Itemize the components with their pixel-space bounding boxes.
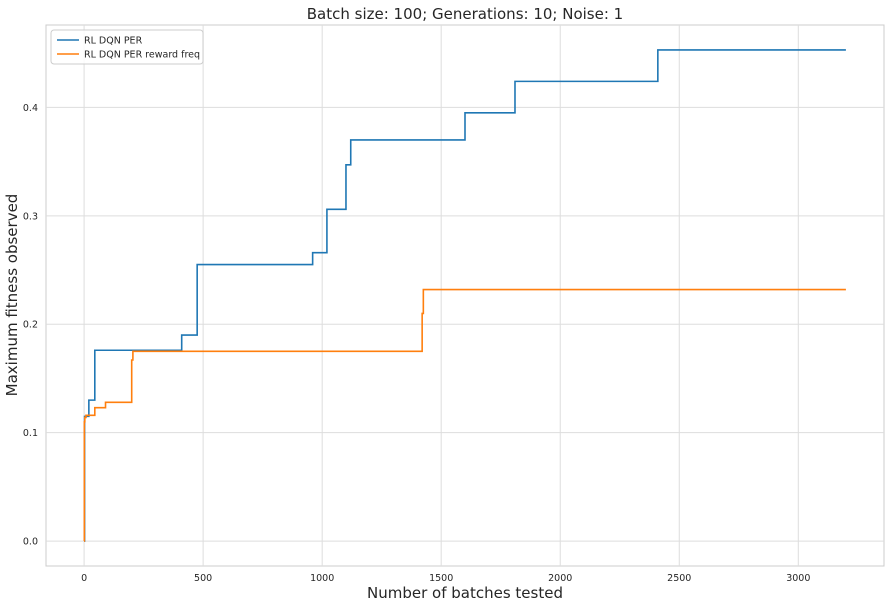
y-tick-label: 0.3 xyxy=(23,211,38,222)
x-axis-title: Number of batches tested xyxy=(367,584,563,602)
x-tick-label: 0 xyxy=(81,573,87,584)
y-tick-label: 0.1 xyxy=(23,428,38,439)
x-tick-label: 2000 xyxy=(548,573,572,584)
x-tick-label: 3000 xyxy=(786,573,810,584)
x-tick-label: 500 xyxy=(194,573,212,584)
y-tick-label: 0.4 xyxy=(23,103,38,114)
chart-title: Batch size: 100; Generations: 10; Noise:… xyxy=(307,5,623,23)
series-lines xyxy=(83,49,846,542)
legend-label-2: RL DQN PER reward freq xyxy=(84,50,200,61)
series-line-2 xyxy=(83,288,846,542)
series-line-1 xyxy=(83,49,846,542)
grid xyxy=(46,25,884,566)
x-tick-label: 1000 xyxy=(310,573,334,584)
legend: RL DQN PER RL DQN PER reward freq xyxy=(50,29,204,65)
x-tick-label: 1500 xyxy=(429,573,453,584)
y-tick-label: 0.0 xyxy=(23,537,38,548)
x-axis: 0 500 1000 1500 2000 2500 3000 xyxy=(81,573,810,584)
plot-area xyxy=(45,24,885,567)
legend-box xyxy=(50,29,204,65)
y-axis-title: Maximum fitness observed xyxy=(3,194,21,397)
y-axis: 0.0 0.1 0.2 0.3 0.4 xyxy=(23,103,38,548)
legend-label-1: RL DQN PER xyxy=(84,36,143,47)
y-tick-label: 0.2 xyxy=(23,320,38,331)
x-tick-label: 2500 xyxy=(667,573,691,584)
